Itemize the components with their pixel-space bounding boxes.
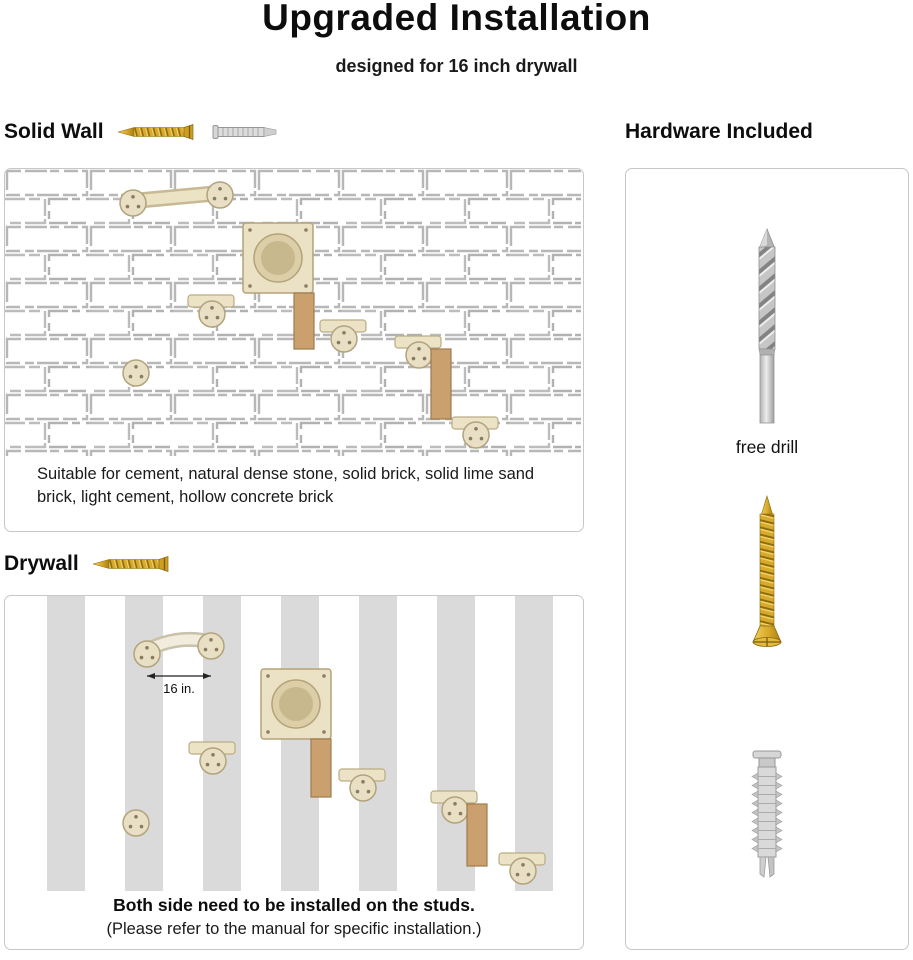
drywall-note-detail: (Please refer to the manual for specific… — [106, 919, 482, 938]
drywall-caption: Both side need to be installed on the st… — [5, 894, 583, 940]
anchor-icon — [212, 125, 276, 139]
hardware-heading: Hardware Included — [625, 120, 813, 143]
hardware-heading-row: Hardware Included — [625, 117, 813, 147]
drywall-heading-row: Drywall — [4, 549, 175, 579]
brick-wall-scene — [5, 169, 581, 456]
screw-icon — [116, 124, 193, 140]
wall-anchor-icon — [751, 750, 783, 878]
wall-studs — [47, 596, 553, 891]
free-drill-label: free drill — [735, 437, 799, 457]
stud-spacing-dimension: 16 in. — [147, 673, 211, 696]
drywall-studs-scene: 16 in. — [47, 596, 553, 891]
cat-wall-mount — [122, 359, 150, 387]
cat-cube — [242, 222, 314, 294]
solid-wall-heading-row: Solid Wall — [4, 117, 278, 147]
cat-ramp-board — [430, 348, 452, 420]
cat-ramp-board — [293, 292, 315, 350]
cat-cube — [260, 668, 332, 740]
dimension-label: 16 in. — [163, 681, 195, 696]
cat-wall-mount — [122, 809, 150, 837]
page-subtitle: designed for 16 inch drywall — [335, 56, 578, 76]
drywall-panel: 16 in. — [4, 595, 584, 950]
hardware-panel: free drill — [625, 168, 909, 950]
drywall-note-bold: Both side need to be installed on the st… — [113, 895, 475, 916]
cat-handle-step — [119, 181, 234, 217]
gold-screw-icon — [752, 494, 782, 647]
cat-ramp-board — [310, 738, 332, 798]
drill-bit-icon — [758, 227, 776, 424]
solid-wall-panel: Suitable for cement, natural dense stone… — [4, 168, 584, 532]
screw-icon — [91, 556, 169, 572]
cat-ramp-board — [466, 803, 488, 867]
cat-handle-step — [133, 631, 225, 668]
page-title: Upgraded Installation — [262, 0, 651, 38]
solid-wall-heading: Solid Wall — [4, 120, 104, 143]
solid-wall-caption: Suitable for cement, natural dense stone… — [37, 465, 535, 507]
brick-pattern — [5, 169, 581, 456]
drywall-heading: Drywall — [4, 552, 79, 575]
